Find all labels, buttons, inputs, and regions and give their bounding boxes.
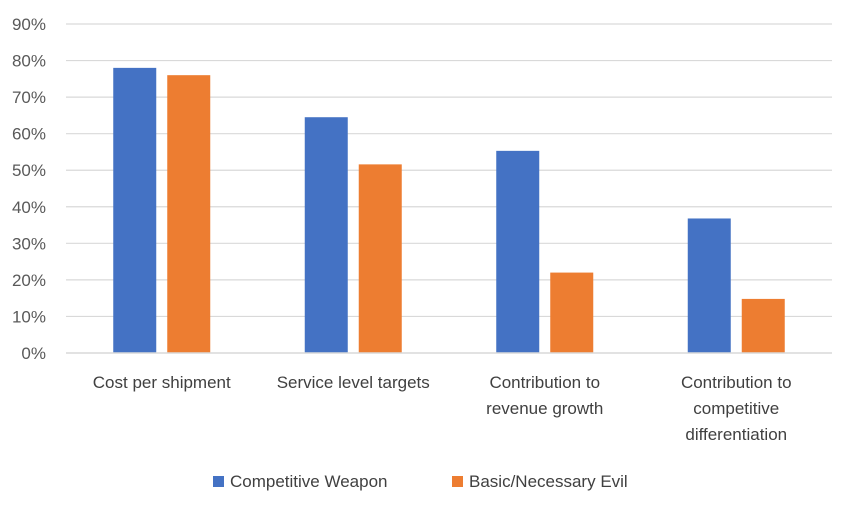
bars	[113, 67, 785, 353]
bar-basic-necessary-evil	[358, 164, 402, 353]
x-tick-label: Contribution to	[489, 373, 600, 392]
bar-basic-necessary-evil	[167, 75, 211, 353]
legend: Competitive Weapon Basic/Necessary Evil	[213, 472, 628, 491]
y-tick-label: 50%	[12, 161, 46, 180]
y-tick-label: 30%	[12, 234, 46, 253]
bar-competitive-weapon	[496, 150, 540, 353]
x-axis-labels: Cost per shipment Service level targets Co…	[93, 373, 792, 444]
y-tick-label: 60%	[12, 125, 46, 144]
y-axis-ticks: 0% 10% 20% 30% 40% 50% 60% 70% 80% 90%	[12, 15, 46, 363]
x-tick-label: Cost per shipment	[93, 373, 231, 392]
x-tick-label: revenue growth	[486, 399, 603, 418]
bar-competitive-weapon	[113, 67, 157, 353]
x-tick-label: differentiation	[685, 425, 787, 444]
y-tick-label: 0%	[21, 344, 46, 363]
bar-basic-necessary-evil	[741, 298, 785, 353]
bar-basic-necessary-evil	[550, 272, 594, 353]
x-tick-label: Contribution to	[681, 373, 792, 392]
y-tick-label: 80%	[12, 52, 46, 71]
legend-swatch	[452, 476, 463, 487]
y-tick-label: 20%	[12, 271, 46, 290]
legend-label: Competitive Weapon	[230, 472, 388, 491]
x-tick-label: competitive	[693, 399, 779, 418]
legend-label: Basic/Necessary Evil	[469, 472, 628, 491]
y-tick-label: 10%	[12, 307, 46, 326]
x-tick-label: Service level targets	[277, 373, 430, 392]
y-tick-label: 40%	[12, 198, 46, 217]
bar-competitive-weapon	[687, 218, 731, 353]
bar-competitive-weapon	[304, 117, 348, 353]
y-tick-label: 70%	[12, 88, 46, 107]
legend-swatch	[213, 476, 224, 487]
y-tick-label: 90%	[12, 15, 46, 34]
